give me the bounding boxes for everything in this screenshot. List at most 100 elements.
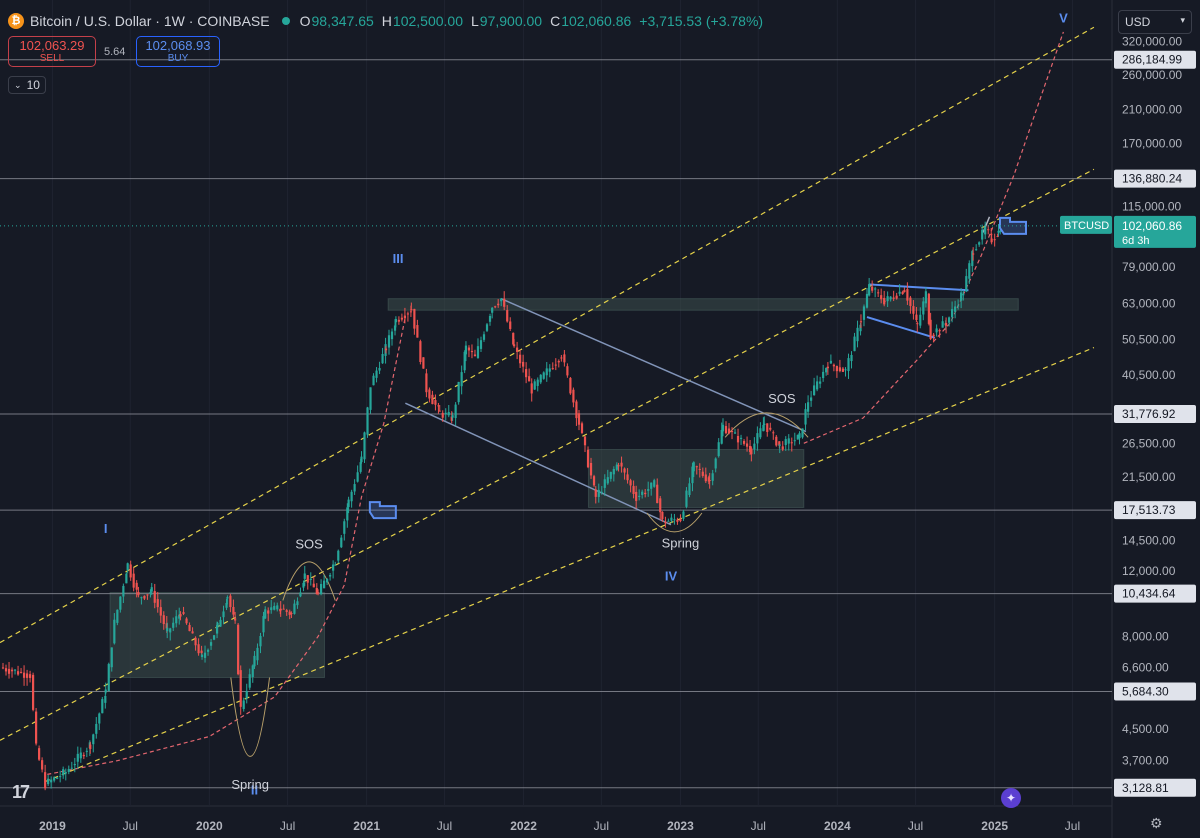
candle-body — [188, 624, 191, 632]
candle-body — [172, 622, 175, 628]
candle-body — [450, 416, 453, 421]
buy-label: BUY — [167, 53, 189, 64]
candle-body — [95, 723, 98, 734]
candle-body — [685, 490, 688, 507]
candle-body — [267, 610, 270, 614]
candle-body — [536, 379, 539, 386]
candle-body — [503, 298, 506, 307]
sell-button[interactable]: 102,063.29 SELL — [8, 36, 96, 67]
candle-body — [403, 315, 407, 319]
candle-body — [676, 519, 679, 522]
candle-body — [835, 366, 839, 372]
candle-body — [350, 491, 353, 502]
candle-body — [409, 311, 413, 313]
sell-label: SELL — [39, 53, 65, 64]
low-label: L — [471, 13, 479, 29]
candle-body — [107, 664, 110, 692]
candle-body — [209, 642, 213, 646]
channel-line-upper — [0, 26, 1095, 644]
candle-body — [353, 484, 356, 492]
candle-body — [733, 432, 737, 434]
candle-body — [153, 591, 156, 603]
x-tick-label: Jul — [751, 819, 766, 833]
candle-body — [248, 674, 251, 688]
candle-body — [253, 655, 256, 667]
candle-body — [122, 585, 125, 597]
candle-body — [125, 573, 128, 584]
candle-body — [519, 354, 522, 364]
candle-body — [206, 649, 210, 652]
chevron-down-icon: ▾ — [1180, 15, 1185, 25]
candle-body — [941, 321, 944, 328]
candle-body — [775, 436, 778, 446]
candle-body — [750, 448, 753, 455]
level-price-tag — [1114, 584, 1196, 603]
candle-body — [594, 489, 597, 497]
candle-body — [463, 351, 466, 371]
candle-body — [219, 619, 222, 627]
candle-body — [560, 357, 563, 359]
annotation-i: I — [104, 521, 108, 536]
candle-body — [844, 369, 847, 371]
y-tick-label: 320,000.00 — [1122, 35, 1182, 49]
y-tick-label: 40,500.00 — [1122, 368, 1176, 382]
candle-body — [612, 469, 615, 475]
candle-body — [539, 374, 542, 383]
candle-body — [387, 335, 391, 348]
candle-body — [759, 428, 762, 438]
candle-body — [796, 434, 799, 440]
buy-button[interactable]: 102,068.93 BUY — [136, 36, 220, 67]
candle-body — [620, 462, 623, 467]
candle-body — [149, 592, 152, 594]
currency-selector[interactable]: USD ▾ — [1118, 10, 1192, 34]
candle-body — [778, 444, 781, 446]
candle-body — [356, 472, 359, 482]
candle-body — [569, 377, 572, 394]
candle-body — [727, 428, 731, 434]
open-label: O — [299, 13, 311, 29]
candle-body — [932, 334, 935, 337]
level-price-tag — [1114, 682, 1196, 701]
candle-body — [877, 292, 880, 294]
annotation-v: V — [1059, 11, 1068, 26]
candle-body — [688, 483, 691, 495]
candle-body — [288, 611, 291, 615]
candle-body — [874, 288, 877, 290]
candle-body — [143, 595, 146, 599]
candle-body — [762, 424, 765, 432]
candle-body — [454, 404, 457, 419]
candle-body — [772, 432, 775, 434]
candle-body — [583, 436, 587, 446]
candle-body — [104, 695, 107, 703]
candle-body — [406, 313, 410, 315]
sparkle-icon[interactable]: ✦ — [1001, 788, 1021, 808]
candle-body — [312, 583, 315, 588]
pointing-hand-icon — [368, 501, 397, 520]
symbol-tag-label: BTCUSD — [1064, 220, 1109, 232]
candle-body — [113, 619, 116, 644]
candle-body — [251, 665, 254, 678]
candle-body — [229, 595, 232, 608]
volume-setting-button[interactable]: ⌄ 10 — [8, 76, 46, 94]
candle-body — [428, 389, 431, 399]
wyckoff-arc — [646, 512, 703, 533]
tradingview-logo[interactable]: 17 — [12, 782, 30, 802]
candle-body — [137, 591, 140, 596]
candle-body — [816, 381, 819, 390]
parabolic-curve-2 — [803, 31, 1064, 444]
candle-body — [580, 423, 584, 433]
sell-price: 102,063.29 — [19, 38, 85, 53]
candle-body — [903, 290, 906, 293]
symbol-title[interactable]: Bitcoin / U.S. Dollar · 1W · COINBASE — [30, 13, 270, 29]
candle-body — [306, 575, 309, 583]
candle-body — [938, 329, 941, 332]
candle-body — [871, 286, 874, 291]
pointing-hand-outline — [368, 501, 397, 520]
candle-body — [197, 644, 200, 654]
candle-body — [323, 580, 326, 589]
candle-body — [944, 323, 948, 326]
candle-body — [309, 578, 312, 580]
candle-body — [98, 713, 101, 724]
gear-icon[interactable]: ⚙ — [1150, 815, 1163, 831]
